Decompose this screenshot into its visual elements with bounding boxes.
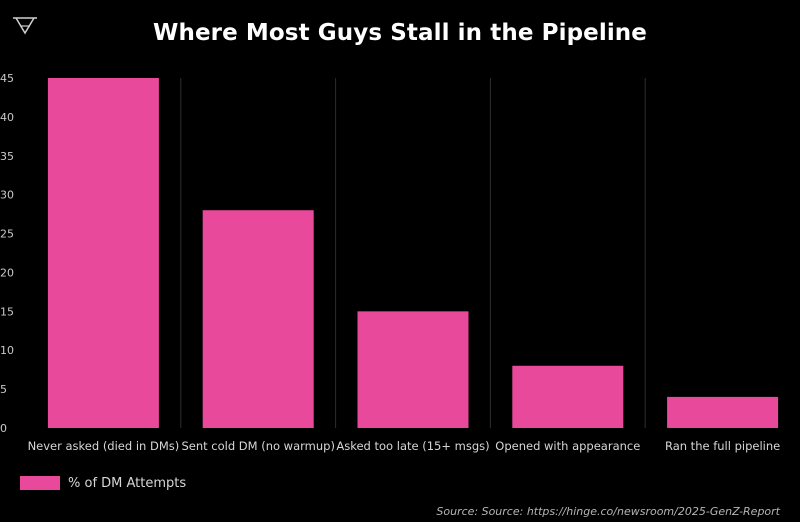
- x-tick-label: Sent cold DM (no warmup): [181, 439, 335, 453]
- y-tick-label: 5: [0, 383, 7, 396]
- y-tick-label: 40: [0, 111, 14, 124]
- y-tick-label: 35: [0, 150, 14, 163]
- bar: [47, 78, 159, 428]
- x-tick-label: Ran the full pipeline: [665, 439, 780, 453]
- y-tick-label: 15: [0, 305, 14, 318]
- y-tick-label: 45: [0, 72, 14, 85]
- y-tick-label: 0: [0, 422, 7, 435]
- bar: [512, 365, 624, 428]
- source-note: Source: Source: https://hinge.co/newsroo…: [436, 505, 780, 518]
- y-tick-label: 30: [0, 189, 14, 202]
- x-tick-label: Never asked (died in DMs): [28, 439, 180, 453]
- y-tick-label: 20: [0, 266, 14, 279]
- bar: [202, 210, 314, 428]
- bar: [667, 396, 779, 428]
- logo-triangle-icon: [12, 14, 38, 36]
- legend: % of DM Attempts: [20, 474, 186, 492]
- x-tick-label: Asked too late (15+ msgs): [336, 439, 489, 453]
- chart-title: Where Most Guys Stall in the Pipeline: [153, 20, 647, 46]
- bar: [357, 311, 469, 428]
- y-tick-label: 25: [0, 228, 14, 241]
- x-tick-label: Opened with appearance: [495, 439, 640, 453]
- legend-swatch: [20, 476, 60, 490]
- legend-label: % of DM Attempts: [68, 475, 187, 491]
- y-tick-label: 10: [0, 344, 14, 357]
